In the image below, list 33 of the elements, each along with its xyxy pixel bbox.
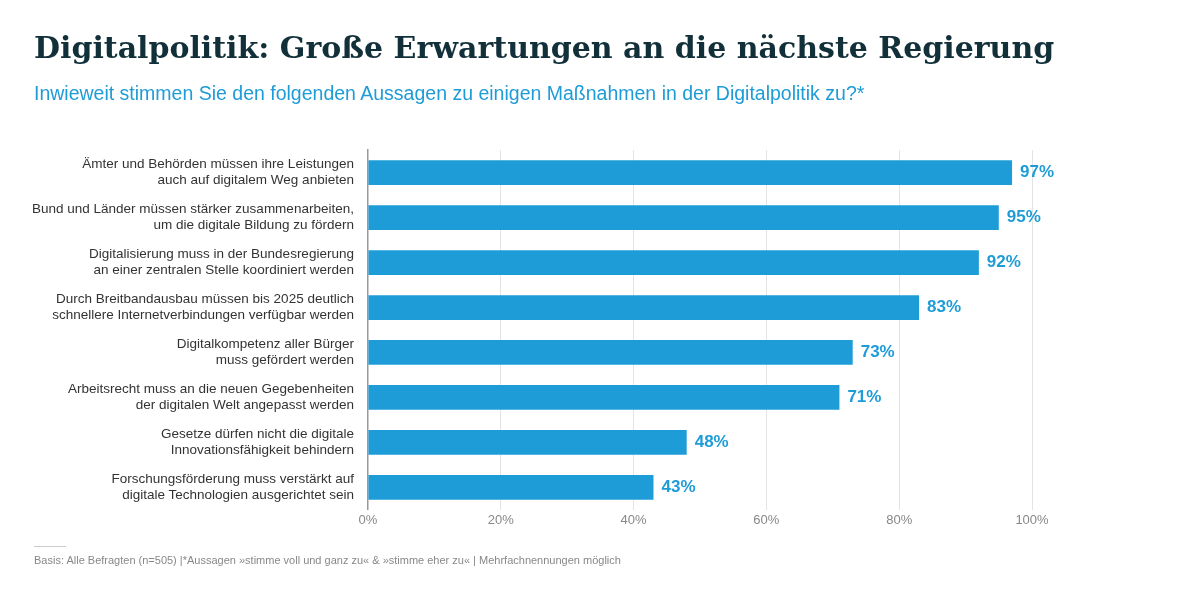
data-label: 73%: [860, 342, 895, 362]
bar: [368, 474, 654, 500]
x-tick-label: 60%: [753, 512, 780, 528]
data-label: 43%: [661, 477, 696, 497]
y-tick-label: Durch Breitbandausbau müssen bis 2025 deutlich schnellere Internetverbindungen verfügbar werden: [52, 291, 354, 323]
y-tick-label: Gesetze dürfen nicht die digitale Innovationsfähigkeit behindern: [161, 425, 354, 458]
data-label: 83%: [927, 297, 962, 317]
y-tick-label: Ämter und Behörden müssen ihre Leistungen auch auf digitalem Weg anbieten: [82, 156, 354, 188]
data-label: 71%: [847, 387, 882, 407]
chart-subtitle: Inwieweit stimmen Sie den folgenden Aussagen zu einigen Maßnahmen in der Digitalpolitik zu?*: [34, 82, 865, 105]
x-tick-label: 100%: [1015, 512, 1050, 528]
bar: [368, 295, 920, 320]
bar: [368, 340, 853, 365]
text: Basis: Alle Befragten (n=505) |*Aussagen »stimme voll und ganz zu« & »stimme eher zu« | Mehrfachnennungen möglich: [34, 554, 621, 566]
y-tick-label: Arbeitsrecht muss an die neuen Gegebenheiten der digitalen Welt angepasst werden: [67, 381, 354, 413]
y-tick-label: Forschungsförderung muss verstärkt auf digitale Technologien ausgerichtet sein: [111, 470, 355, 503]
data-label: 95%: [1006, 207, 1041, 227]
x-tick-label: 80%: [886, 512, 913, 528]
y-tick-label: Digitalkompetenz aller Bürger muss gefördert werden: [176, 336, 355, 368]
data-label: 92%: [986, 252, 1021, 272]
bar: [368, 430, 687, 455]
bar: [368, 160, 1013, 186]
data-label: 48%: [694, 432, 729, 452]
y-tick-label: Digitalisierung muss in der Bundesregierung an einer zentralen Stelle koordiniert werden: [89, 246, 354, 278]
x-tick-label: 40%: [620, 512, 647, 528]
bar: [368, 385, 840, 410]
y-tick-label: Bund und Länder müssen stärker zusammenarbeiten, um die digitale Bildung zu fördern: [31, 201, 354, 233]
data-label: 97%: [1020, 162, 1055, 182]
x-tick-label: 0%: [358, 512, 378, 528]
chart-title: Digitalpolitik: Große Erwartungen an die nächste Regierung: [34, 30, 1055, 65]
bar: [368, 250, 979, 275]
x-tick-label: 20%: [487, 512, 515, 528]
bar: [368, 205, 999, 230]
